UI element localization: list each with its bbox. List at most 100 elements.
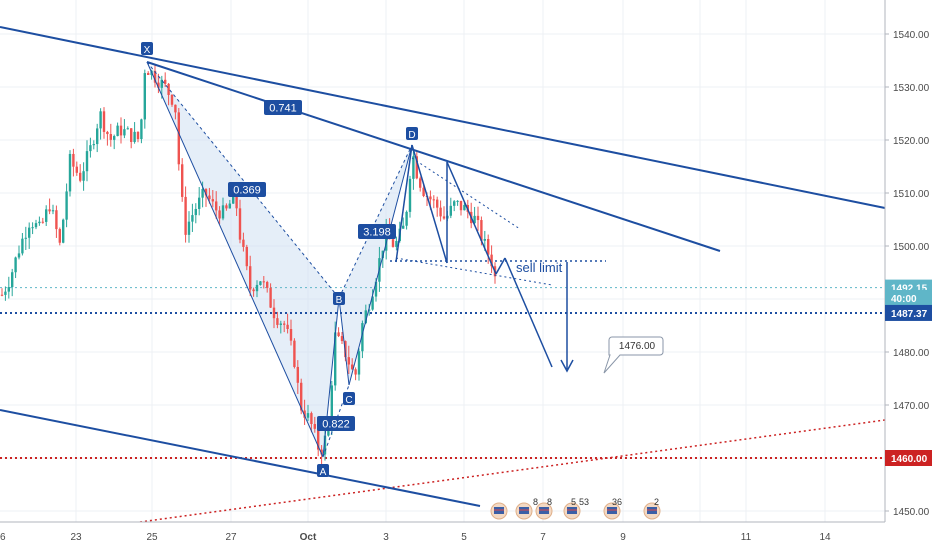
pattern-xa [146, 61, 324, 458]
w-structure-line [446, 161, 497, 275]
candle-body [432, 199, 435, 201]
candle-body [14, 257, 17, 273]
candle-body [164, 79, 167, 84]
ratio-badge-xb [228, 182, 266, 197]
ratio-label-bd: 3.198 [363, 227, 391, 239]
candle-body [89, 145, 92, 152]
time-axis[interactable]: 23 25 27 Oct 3 5 7 9 11 14 16 [0, 521, 932, 550]
economic-event-icon[interactable] [535, 502, 553, 520]
ratio-badge-bd [358, 224, 396, 239]
candle-body [55, 210, 58, 230]
candle-body [395, 240, 398, 247]
event-count: 8 [547, 497, 552, 507]
time-tick-label: 16 [0, 532, 6, 543]
candle-body [456, 200, 459, 202]
projection-line [504, 257, 553, 368]
time-tick-label: 3 [383, 532, 389, 543]
event-icons[interactable]: 8 8 5 53 36 2 [490, 497, 661, 520]
candle-body [442, 216, 446, 219]
time-tick-label: 25 [146, 532, 158, 543]
upper-trendline [0, 26, 886, 209]
candle-body [96, 128, 99, 145]
candle-body [235, 189, 238, 209]
candle-body [228, 203, 231, 209]
candle-body [191, 215, 194, 222]
sell-arrow-head [560, 359, 574, 373]
sell-limit-label: sell limit [516, 260, 563, 275]
point-label-A: A [320, 467, 327, 478]
economic-event-icon[interactable] [643, 502, 661, 520]
candle-body [310, 413, 313, 424]
candle-body [385, 228, 388, 251]
price-tick-label: 1530.00 [893, 83, 930, 94]
time-tick-label: 7 [540, 532, 546, 543]
candle-body [136, 131, 140, 140]
price-badge-text-target-line-price: 1460.00 [891, 454, 928, 465]
candle-body [476, 215, 480, 221]
candle-body [347, 357, 350, 365]
candle-body [306, 413, 310, 418]
pattern-labels: X A B C D 0.741 0.369 3.198 0.822 sell limit 1476.… [141, 42, 664, 478]
candle-body [82, 171, 85, 181]
candle-body [181, 164, 184, 197]
candle-body [201, 189, 204, 198]
price-axis[interactable]: 1450.001460.001470.001480.001490.001500.… [884, 0, 932, 550]
economic-event-icon[interactable] [490, 502, 508, 520]
candle-body [68, 153, 72, 192]
target-callout-bubble [603, 336, 664, 374]
candle-body [320, 449, 323, 455]
time-tick-label: Oct [300, 532, 317, 543]
candle-body [259, 281, 262, 285]
candle-body [293, 340, 296, 367]
candle-body [283, 323, 286, 325]
price-tick-label: 1470.00 [893, 401, 930, 412]
ratio-label-ac: 0.822 [322, 419, 350, 431]
candle-body [483, 239, 486, 241]
candle-body [412, 156, 415, 179]
candle-body [351, 364, 354, 370]
candle-body [330, 385, 333, 425]
grid [0, 0, 885, 522]
candle-body [300, 382, 303, 411]
ratio-badge-xd [264, 100, 302, 115]
economic-event-icon[interactable] [515, 502, 533, 520]
price-badge-target-line-price[interactable] [885, 450, 932, 466]
candle-body [415, 156, 418, 179]
candle-body [157, 82, 160, 88]
xab-triangle [147, 62, 339, 457]
candle-body [194, 208, 197, 216]
candle-body [160, 79, 163, 88]
candle-body [286, 324, 289, 329]
candle-body [276, 318, 279, 325]
point-label-D: D [408, 130, 415, 141]
candle-body [296, 366, 299, 383]
price-tick-label: 1520.00 [893, 136, 930, 147]
candle-body [357, 351, 361, 375]
candle-body [402, 225, 405, 229]
price-tick-label: 1540.00 [893, 30, 930, 41]
candle-body [245, 246, 248, 267]
bcd-triangle [339, 145, 412, 385]
candle-body [221, 205, 225, 219]
price-badge-support-line-price[interactable] [885, 304, 932, 321]
event-count: 53 [579, 497, 589, 507]
candle-body [453, 201, 456, 206]
candle-body [204, 189, 208, 196]
candle-body [153, 70, 157, 83]
candle-body [130, 128, 133, 142]
economic-event-icon[interactable] [603, 502, 621, 520]
candle-body [459, 200, 463, 211]
candle-body [269, 287, 272, 308]
ratio-badge-ac [317, 416, 355, 431]
price-badge-countdown[interactable] [885, 289, 932, 306]
harmonic-pattern-fill [147, 62, 412, 457]
point-badge-A [317, 464, 329, 477]
candle-body [344, 341, 347, 358]
economic-event-icon[interactable] [563, 502, 581, 520]
candle-body [65, 191, 68, 220]
candle-body [170, 94, 174, 105]
event-count: 8 [533, 497, 538, 507]
point-label-B: B [336, 295, 343, 306]
